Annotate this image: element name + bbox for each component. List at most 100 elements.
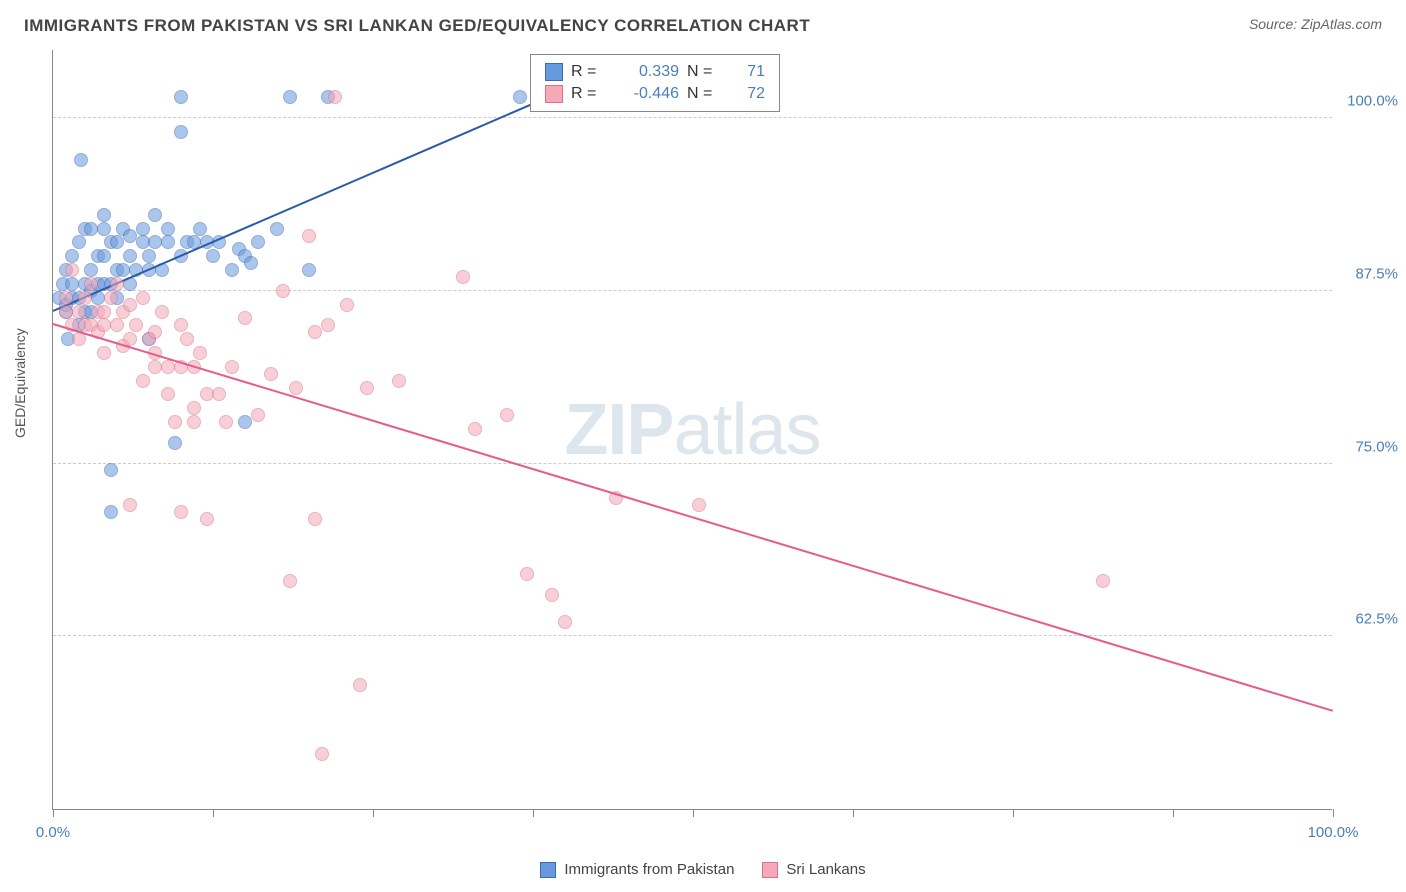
data-point [161,235,175,249]
chart-title: IMMIGRANTS FROM PAKISTAN VS SRI LANKAN G… [24,16,810,36]
data-point [174,505,188,519]
x-tick-label: 0.0% [36,824,70,841]
watermark: ZIPatlas [564,389,820,471]
x-tick [533,809,534,817]
data-point [148,325,162,339]
data-point [84,277,98,291]
data-point [238,311,252,325]
x-tick [1013,809,1014,817]
data-point [59,291,73,305]
data-point [72,305,86,319]
r-label: R = [571,63,601,81]
data-point [187,401,201,415]
source-attribution: Source: ZipAtlas.com [1249,16,1382,32]
data-point [123,498,137,512]
data-point [136,374,150,388]
data-point [315,747,329,761]
data-point [168,436,182,450]
y-tick-label: 100.0% [1347,93,1398,110]
gridline [53,290,1332,291]
data-point [123,298,137,312]
r-value: 0.339 [609,63,679,81]
data-point [456,270,470,284]
data-point [136,222,150,236]
legend-swatch [545,63,563,81]
data-point [84,263,98,277]
data-point [513,90,527,104]
x-tick [373,809,374,817]
data-point [193,346,207,360]
data-point [360,381,374,395]
data-point [206,249,220,263]
data-point [321,318,335,332]
data-point [328,90,342,104]
data-point [251,408,265,422]
data-point [264,367,278,381]
data-point [161,387,175,401]
data-point [353,678,367,692]
x-tick [853,809,854,817]
data-point [225,360,239,374]
data-point [468,422,482,436]
legend-label: Sri Lankans [786,861,865,878]
data-point [308,512,322,526]
legend-item: Immigrants from Pakistan [540,861,734,878]
legend-item: Sri Lankans [762,861,865,878]
data-point [244,256,258,270]
data-point [200,512,214,526]
trend-line [53,323,1334,712]
y-tick-label: 62.5% [1355,611,1398,628]
data-point [104,291,118,305]
data-point [308,325,322,339]
data-point [168,415,182,429]
data-point [148,208,162,222]
data-point [392,374,406,388]
legend-swatch [762,862,778,878]
data-point [136,291,150,305]
x-tick [1333,809,1334,817]
x-tick [53,809,54,817]
y-axis-label: GED/Equivalency [12,328,28,438]
data-point [270,222,284,236]
stats-legend-row: R =-0.446N =72 [545,83,765,105]
data-point [187,415,201,429]
legend-swatch [545,85,563,103]
data-point [97,305,111,319]
data-point [65,263,79,277]
series-legend: Immigrants from Pakistan Sri Lankans [0,861,1406,878]
data-point [520,567,534,581]
x-tick [693,809,694,817]
data-point [545,588,559,602]
data-point [161,222,175,236]
r-value: -0.446 [609,85,679,103]
data-point [104,463,118,477]
data-point [72,235,86,249]
n-label: N = [687,85,717,103]
data-point [558,615,572,629]
r-label: R = [571,85,601,103]
n-value: 71 [725,63,765,81]
data-point [289,381,303,395]
data-point [65,249,79,263]
stats-legend: R =0.339N =71R =-0.446N =72 [530,54,780,112]
data-point [74,153,88,167]
data-point [110,277,124,291]
data-point [97,222,111,236]
data-point [123,249,137,263]
x-tick [213,809,214,817]
data-point [142,249,156,263]
header: IMMIGRANTS FROM PAKISTAN VS SRI LANKAN G… [0,0,1406,44]
n-label: N = [687,63,717,81]
data-point [174,318,188,332]
x-tick [1173,809,1174,817]
y-tick-label: 75.0% [1355,438,1398,455]
legend-swatch [540,862,556,878]
gridline [53,635,1332,636]
data-point [174,125,188,139]
data-point [302,229,316,243]
data-point [283,90,297,104]
data-point [692,498,706,512]
data-point [340,298,354,312]
data-point [283,574,297,588]
data-point [97,249,111,263]
